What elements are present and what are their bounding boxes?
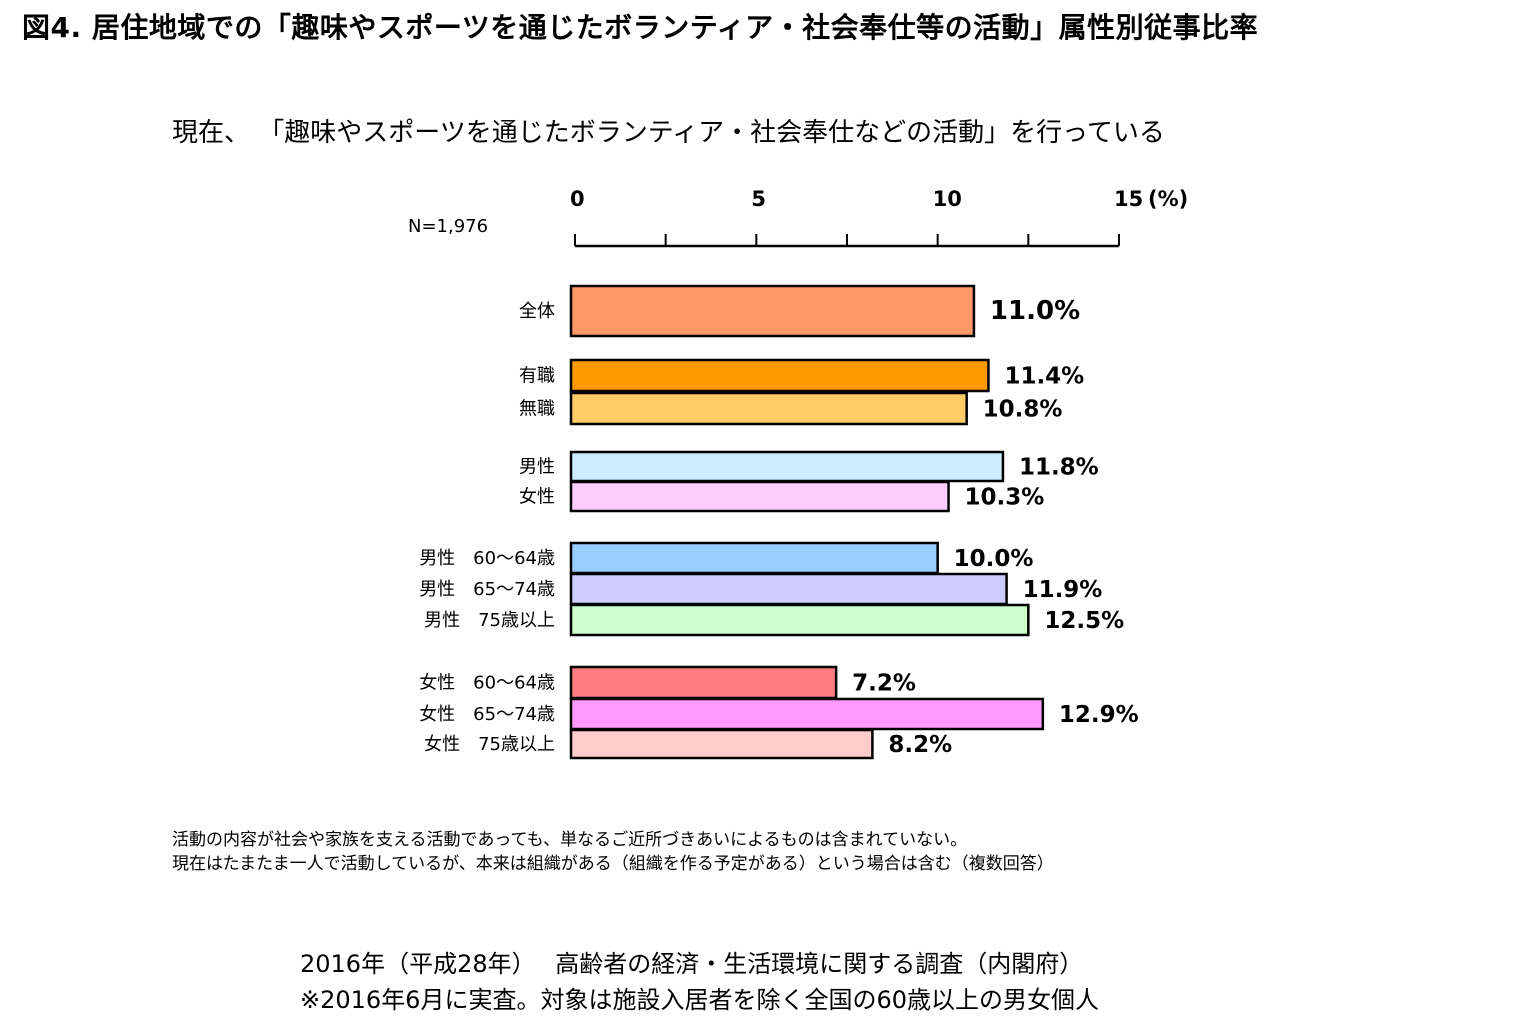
bar: [569, 391, 968, 426]
axis-tick-label: 5: [751, 187, 766, 211]
bar: [569, 603, 1030, 637]
figure-title: 図4. 居住地域での「趣味やスポーツを通じたボランティア・社会奉仕等の活動」属性…: [22, 11, 1259, 44]
category-label: 男性 75歳以上: [424, 610, 555, 631]
bar: [569, 480, 950, 513]
bar: [569, 572, 1008, 606]
value-label: 11.4%: [1004, 364, 1084, 390]
bar: [569, 541, 939, 575]
axis-tick-label: 10: [933, 187, 962, 211]
category-label: 無職: [519, 399, 555, 420]
sample-size-label: N=1,976: [408, 216, 489, 237]
bar: [569, 665, 838, 700]
value-label: 7.2%: [852, 671, 916, 697]
category-label: 女性: [519, 487, 555, 508]
value-label: 8.2%: [888, 732, 952, 758]
category-label: 男性 60～64歳: [419, 548, 555, 569]
category-label: 男性: [519, 457, 555, 478]
axis-tick-label: 15: [1114, 187, 1143, 211]
category-label: 女性 60～64歳: [419, 673, 555, 694]
notes: 活動の内容が社会や家族を支える活動であっても、単なるご近所づきあいによるものは含…: [172, 828, 1054, 876]
category-label: 女性 65～74歳: [419, 704, 555, 725]
chart-subtitle: 現在、 「趣味やスポーツを通じたボランティア・社会奉仕などの活動」を行っている: [172, 118, 1165, 148]
value-label: 11.9%: [1023, 577, 1103, 603]
bar: [569, 728, 874, 760]
bar: [569, 697, 1045, 731]
source-line-2: ※2016年6月に実査。対象は施設入居者を除く全国の60歳以上の男女個人: [300, 986, 1099, 1014]
category-label: 全体: [519, 301, 555, 322]
source-line-1: 2016年（平成28年） 高齢者の経済・生活環境に関する調査（内閣府）: [300, 950, 1084, 978]
value-label: 12.5%: [1044, 608, 1124, 634]
note-line-2: 現在はたまたま一人で活動しているが、本来は組織がある（組織を作る予定がある）とい…: [172, 854, 1054, 874]
category-label: 有職: [519, 366, 555, 387]
source: 2016年（平成28年） 高齢者の経済・生活環境に関する調査（内閣府） ※201…: [300, 946, 1099, 1018]
note-line-1: 活動の内容が社会や家族を支える活動であっても、単なるご近所づきあいによるものは含…: [172, 830, 968, 850]
bar: [569, 284, 976, 338]
value-label: 10.0%: [954, 546, 1034, 572]
value-label: 11.0%: [990, 296, 1080, 326]
value-label: 11.8%: [1019, 455, 1099, 481]
bar: [569, 358, 990, 393]
value-label: 10.8%: [983, 397, 1063, 423]
category-label: 女性 75歳以上: [424, 734, 555, 755]
bar: [569, 450, 1005, 483]
category-label: 男性 65～74歳: [419, 579, 555, 600]
axis-tick-label: 0: [570, 187, 585, 211]
value-label: 12.9%: [1059, 702, 1139, 728]
axis-unit-label: (%): [1148, 187, 1188, 211]
value-label: 10.3%: [965, 485, 1045, 511]
